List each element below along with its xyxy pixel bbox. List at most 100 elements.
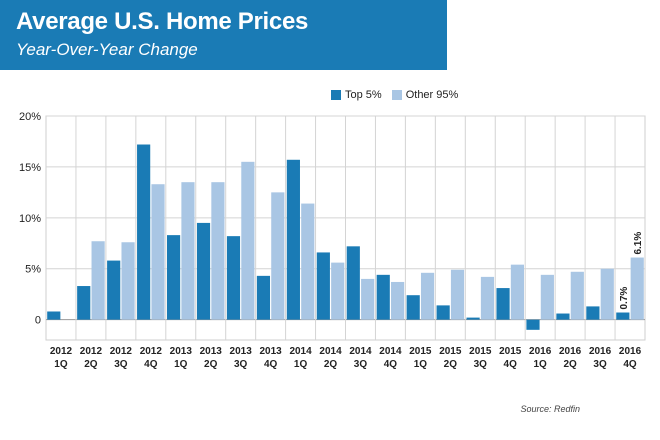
- x-tick-quarter: 4Q: [623, 359, 637, 370]
- x-tick-quarter: 4Q: [384, 359, 398, 370]
- bar-other95: [301, 203, 315, 320]
- bar-other95: [331, 262, 345, 320]
- x-tick-quarter: 1Q: [534, 359, 548, 370]
- bar-top5: [166, 235, 181, 320]
- bar-top5: [286, 159, 300, 320]
- x-tick-year: 2012: [80, 346, 103, 357]
- bar-top5: [586, 306, 600, 320]
- x-tick-year: 2015: [469, 346, 492, 357]
- x-tick-quarter: 4Q: [264, 359, 278, 370]
- y-tick-label: 10%: [19, 213, 41, 225]
- bar-other95: [391, 281, 405, 320]
- source-note: Source: Redfin: [520, 404, 580, 414]
- legend: Top 5% Other 95%: [331, 89, 468, 101]
- x-tick-year: 2014: [349, 346, 372, 357]
- x-tick-quarter: 1Q: [294, 359, 308, 370]
- legend-swatch-other95: [391, 90, 402, 100]
- y-tick-label: 15%: [19, 162, 41, 174]
- bar-top5: [436, 305, 450, 320]
- bar-top5: [496, 288, 510, 320]
- x-tick-year: 2016: [559, 346, 582, 357]
- x-tick-quarter: 3Q: [114, 359, 128, 370]
- bar-top5: [406, 295, 420, 320]
- bar-other95: [271, 192, 285, 320]
- x-tick-quarter: 2Q: [563, 359, 577, 370]
- x-tick-year: 2015: [499, 346, 522, 357]
- x-tick-quarter: 4Q: [504, 359, 518, 370]
- x-tick-quarter: 2Q: [204, 359, 218, 370]
- y-tick-label: 0: [35, 315, 41, 327]
- bars-layer: [47, 144, 644, 330]
- x-tick-quarter: 1Q: [54, 359, 68, 370]
- bar-other95: [241, 161, 255, 320]
- title-banner: Average U.S. Home Prices Year-Over-Year …: [0, 0, 447, 70]
- x-tick-year: 2016: [589, 346, 612, 357]
- bar-other95: [151, 184, 165, 320]
- data-label-other95: 6.1%: [633, 232, 644, 255]
- bar-top5: [107, 260, 121, 320]
- bar-other95: [91, 241, 105, 320]
- bar-other95: [600, 268, 614, 320]
- bar-top5: [137, 144, 151, 320]
- bar-other95: [510, 264, 525, 320]
- bar-top5: [466, 317, 480, 320]
- x-tick-quarter: 3Q: [354, 359, 368, 370]
- bar-top5: [376, 274, 390, 320]
- x-tick-year: 2013: [200, 346, 223, 357]
- x-tick-year: 2015: [439, 346, 462, 357]
- x-tick-year: 2013: [230, 346, 253, 357]
- chart-subtitle: Year-Over-Year Change: [16, 40, 198, 59]
- bar-other95: [540, 274, 554, 320]
- x-tick-year: 2013: [170, 346, 193, 357]
- bar-other95: [570, 271, 584, 320]
- data-label-top5: 0.7%: [619, 287, 630, 310]
- x-tick-year: 2012: [140, 346, 163, 357]
- legend-item-other95: Other 95%: [391, 89, 459, 101]
- x-tick-quarter: 2Q: [324, 359, 338, 370]
- bar-other95: [420, 272, 435, 320]
- x-tick-quarter: 3Q: [234, 359, 248, 370]
- bar-top5: [316, 252, 330, 320]
- bar-other95: [450, 269, 465, 320]
- bar-other95: [361, 278, 375, 320]
- bar-top5: [196, 222, 211, 320]
- x-tick-year: 2016: [529, 346, 552, 357]
- chart-title: Average U.S. Home Prices: [16, 8, 309, 35]
- x-tick-quarter: 2Q: [84, 359, 98, 370]
- bar-top5: [616, 312, 630, 320]
- bar-top5: [77, 286, 91, 320]
- bar-top5: [47, 311, 61, 320]
- legend-label-other95: Other 95%: [405, 89, 459, 101]
- x-tick-quarter: 4Q: [144, 359, 158, 370]
- x-tick-year: 2014: [319, 346, 342, 357]
- bar-other95: [630, 257, 644, 320]
- labels-layer: 0 5% 10% 15% 20% 2012 1Q 2012 2Q 2012 3Q 2012 4Q 2013…: [19, 111, 644, 370]
- x-tick-quarter: 3Q: [593, 359, 607, 370]
- bar-top5: [256, 275, 271, 320]
- bar-top5: [556, 313, 570, 320]
- x-tick-quarter: 2Q: [444, 359, 458, 370]
- legend-item-top5: Top 5%: [331, 89, 382, 101]
- y-tick-label: 5%: [25, 264, 41, 276]
- x-tick-year: 2014: [289, 346, 312, 357]
- bar-other95: [480, 276, 495, 320]
- bar-top5: [226, 236, 241, 320]
- y-tick-label: 20%: [19, 111, 41, 123]
- x-tick-year: 2013: [260, 346, 283, 357]
- x-tick-year: 2012: [50, 346, 73, 357]
- x-tick-quarter: 3Q: [474, 359, 488, 370]
- bar-top5: [526, 319, 540, 330]
- x-tick-quarter: 1Q: [414, 359, 428, 370]
- bar-other95: [211, 182, 225, 320]
- x-tick-year: 2012: [110, 346, 133, 357]
- x-tick-year: 2014: [379, 346, 402, 357]
- bar-top5: [346, 246, 360, 320]
- legend-swatch-top5: [331, 90, 341, 100]
- legend-label-top5: Top 5%: [345, 89, 382, 101]
- bar-other95: [121, 242, 135, 320]
- bar-other95: [181, 182, 195, 320]
- x-tick-quarter: 1Q: [174, 359, 188, 370]
- x-tick-year: 2015: [409, 346, 432, 357]
- grid-layer: [45, 115, 646, 341]
